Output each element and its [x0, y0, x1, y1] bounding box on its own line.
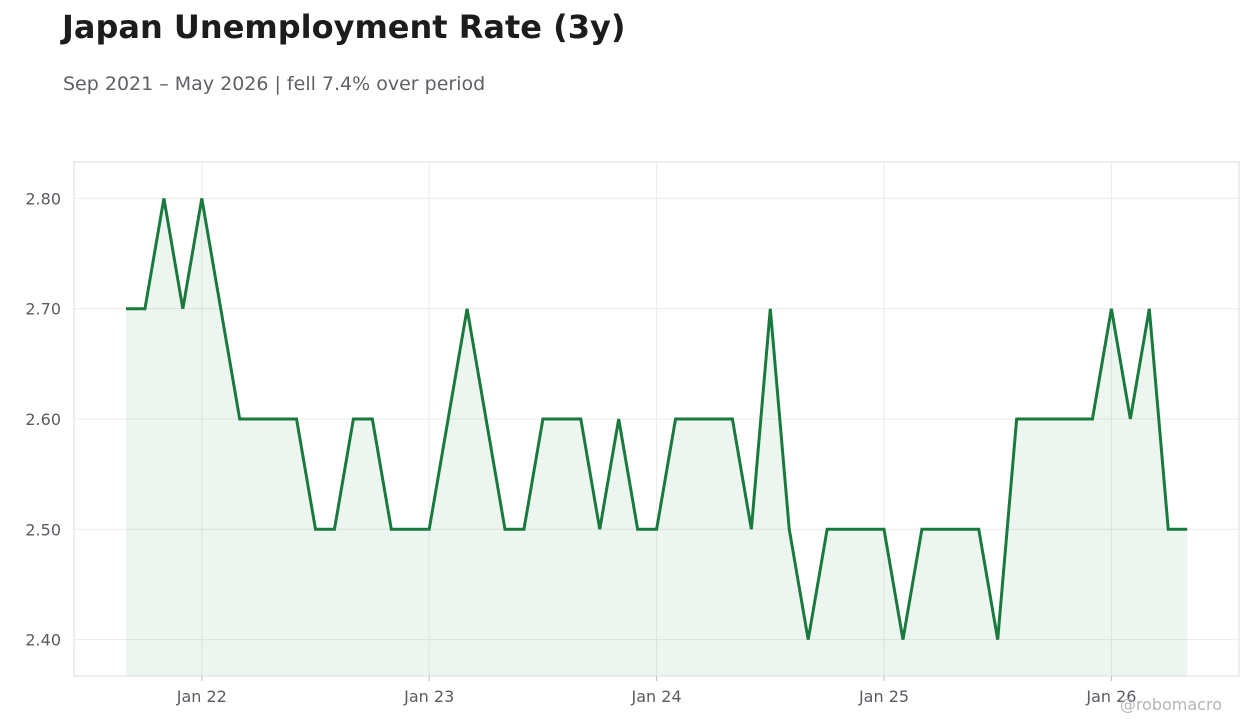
- data-point: [864, 528, 867, 531]
- data-point: [466, 307, 469, 310]
- data-point: [522, 528, 525, 531]
- data-point: [996, 638, 999, 641]
- data-point: [788, 528, 791, 531]
- data-point: [1015, 418, 1018, 421]
- data-point: [712, 418, 715, 421]
- data-point: [1053, 418, 1056, 421]
- data-point: [428, 528, 431, 531]
- data-point: [1034, 418, 1037, 421]
- data-point: [883, 528, 886, 531]
- data-point: [314, 528, 317, 531]
- data-point: [409, 528, 412, 531]
- data-point: [125, 307, 128, 310]
- data-point: [333, 528, 336, 531]
- data-point: [1167, 528, 1170, 531]
- data-point: [731, 418, 734, 421]
- y-tick-label: 2.70: [25, 300, 61, 319]
- data-point: [181, 307, 184, 310]
- data-point: [1072, 418, 1075, 421]
- data-point: [655, 528, 658, 531]
- x-axis-ticks: Jan 22 Jan 23 Jan 24 Jan 25 Jan 26: [176, 676, 1136, 706]
- data-point: [807, 638, 810, 641]
- data-point: [1148, 307, 1151, 310]
- data-point: [390, 528, 393, 531]
- data-point: [200, 197, 203, 200]
- data-point: [939, 528, 942, 531]
- data-point: [295, 418, 298, 421]
- data-point: [901, 638, 904, 641]
- data-point: [504, 528, 507, 531]
- y-axis-ticks: 2.40 2.50 2.60 2.70 2.80: [25, 189, 61, 649]
- data-point: [769, 307, 772, 310]
- data-point: [1186, 528, 1189, 531]
- data-point: [1129, 418, 1132, 421]
- data-point: [826, 528, 829, 531]
- data-point: [845, 528, 848, 531]
- data-point: [693, 418, 696, 421]
- data-point: [750, 528, 753, 531]
- data-point: [541, 418, 544, 421]
- x-tick-label: Jan 24: [631, 687, 682, 706]
- chart-subtitle: Sep 2021 – May 2026 | fell 7.4% over per…: [63, 73, 486, 95]
- data-point: [219, 307, 222, 310]
- data-point: [598, 528, 601, 531]
- data-point: [560, 418, 563, 421]
- data-point: [579, 418, 582, 421]
- data-point: [352, 418, 355, 421]
- data-point: [958, 528, 961, 531]
- area-layer: [126, 198, 1188, 676]
- y-tick-label: 2.80: [25, 189, 61, 208]
- x-tick-label: Jan 22: [176, 687, 227, 706]
- data-point: [162, 197, 165, 200]
- data-point: [447, 418, 450, 421]
- x-tick-label: Jan 26: [1085, 687, 1136, 706]
- data-point: [238, 418, 241, 421]
- line-layer: [126, 198, 1188, 640]
- data-point: [977, 528, 980, 531]
- data-point: [257, 418, 260, 421]
- data-point: [674, 418, 677, 421]
- y-tick-label: 2.50: [25, 520, 61, 539]
- data-point: [920, 528, 923, 531]
- data-point: [617, 418, 620, 421]
- y-tick-label: 2.40: [25, 631, 61, 650]
- x-tick-label: Jan 25: [858, 687, 909, 706]
- x-tick-label: Jan 23: [403, 687, 454, 706]
- watermark-text: @robomacro: [1119, 695, 1222, 714]
- data-point: [485, 418, 488, 421]
- data-point: [143, 307, 146, 310]
- data-point: [371, 418, 374, 421]
- grid-lines: [74, 162, 1239, 676]
- data-point: [636, 528, 639, 531]
- data-point: [276, 418, 279, 421]
- data-point: [1110, 307, 1113, 310]
- y-tick-label: 2.60: [25, 410, 61, 429]
- series-area-fill: [126, 198, 1188, 676]
- data-point: [1091, 418, 1094, 421]
- series-line: [126, 198, 1188, 640]
- chart-title: Japan Unemployment Rate (3y): [62, 8, 626, 46]
